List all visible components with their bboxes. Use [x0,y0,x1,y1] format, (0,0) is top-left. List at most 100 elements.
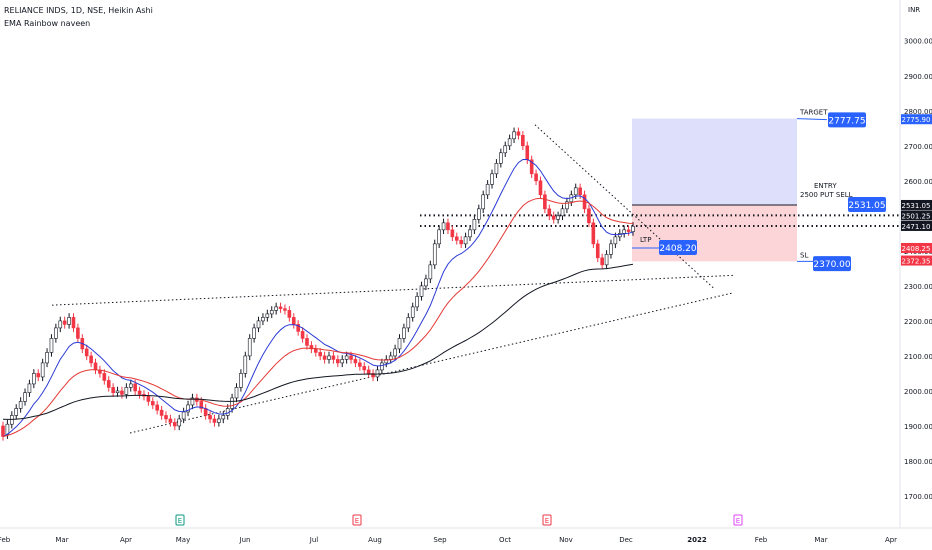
candle[interactable] [309,345,314,350]
candle[interactable] [490,173,494,185]
candle[interactable] [230,397,234,409]
candle[interactable] [371,373,375,378]
candle[interactable] [256,320,261,329]
candle[interactable] [313,348,318,353]
candle[interactable] [587,208,591,224]
candle[interactable] [534,173,538,182]
candle[interactable] [327,355,331,360]
candle[interactable] [212,418,217,423]
candle[interactable] [190,397,195,406]
candle[interactable] [450,229,455,238]
candle[interactable] [128,383,133,388]
candle[interactable] [410,306,415,318]
candle[interactable] [274,306,278,311]
candle[interactable] [397,338,402,350]
candle[interactable] [124,387,129,395]
candle[interactable] [336,359,340,364]
candle[interactable] [36,373,41,378]
candle[interactable] [525,145,530,161]
candle[interactable] [217,418,221,423]
candle[interactable] [252,327,256,339]
candle[interactable] [265,313,270,318]
candle[interactable] [437,229,441,245]
candle[interactable] [186,404,190,413]
candle[interactable] [221,415,226,420]
candle[interactable] [115,390,120,393]
candle[interactable] [168,418,173,423]
candle[interactable] [463,236,468,245]
candle[interactable] [468,229,472,238]
candle[interactable] [384,359,389,364]
candle[interactable] [243,355,248,374]
candle[interactable] [137,390,142,395]
candle[interactable] [318,352,323,357]
candle[interactable] [353,359,358,364]
candle[interactable] [150,401,155,406]
candle[interactable] [556,215,560,220]
candle[interactable] [278,306,283,309]
candle[interactable] [322,355,327,360]
candle[interactable] [521,134,525,147]
candle[interactable] [573,187,578,196]
candle[interactable] [199,401,204,409]
candle[interactable] [432,243,437,266]
earnings-event-icon[interactable] [352,514,362,526]
candle[interactable] [32,373,36,385]
candle[interactable] [111,387,115,393]
candle[interactable] [485,184,490,196]
candle[interactable] [40,362,45,378]
candle[interactable] [454,236,459,241]
candle[interactable] [503,145,508,154]
candle[interactable] [578,187,582,196]
target-label[interactable] [828,112,866,128]
candle[interactable] [340,359,345,364]
candle[interactable] [173,422,177,427]
candle[interactable] [14,408,19,416]
candle[interactable] [287,310,292,318]
candle[interactable] [366,369,371,374]
candle[interactable] [375,369,380,378]
candle[interactable] [402,327,406,339]
candle[interactable] [494,163,499,175]
candle[interactable] [609,243,613,255]
candle[interactable] [177,418,182,427]
candle[interactable] [547,208,552,217]
candle[interactable] [239,373,243,388]
candle[interactable] [155,404,159,411]
earnings-event-icon[interactable] [733,514,743,526]
candle[interactable] [349,355,353,360]
sl-label[interactable] [813,256,851,272]
candle[interactable] [84,348,89,357]
ltp-label[interactable] [659,239,697,255]
entry-label[interactable] [848,196,886,212]
candle[interactable] [538,180,543,196]
candle[interactable] [477,208,481,220]
candle[interactable] [631,226,635,232]
candle[interactable] [419,285,424,297]
candle[interactable] [622,229,626,234]
candle[interactable] [613,236,618,245]
candle[interactable] [283,308,287,311]
candle[interactable] [1,425,5,437]
candle[interactable] [499,152,503,164]
candle[interactable] [58,320,63,329]
candle[interactable] [133,383,137,392]
candle[interactable] [441,222,446,231]
candle[interactable] [62,320,67,325]
candle[interactable] [481,194,486,210]
candle[interactable] [512,131,516,140]
candle[interactable] [49,338,54,353]
candle[interactable] [507,138,512,147]
candle[interactable] [18,401,23,409]
candle[interactable] [247,338,252,357]
candle[interactable] [604,254,609,266]
earnings-event-icon[interactable] [175,514,185,526]
candle[interactable] [380,362,384,371]
candle[interactable] [446,222,450,231]
candle[interactable] [543,194,547,210]
candle[interactable] [23,392,27,402]
candle[interactable] [424,278,428,287]
candle[interactable] [54,327,58,339]
candle[interactable] [600,257,604,266]
